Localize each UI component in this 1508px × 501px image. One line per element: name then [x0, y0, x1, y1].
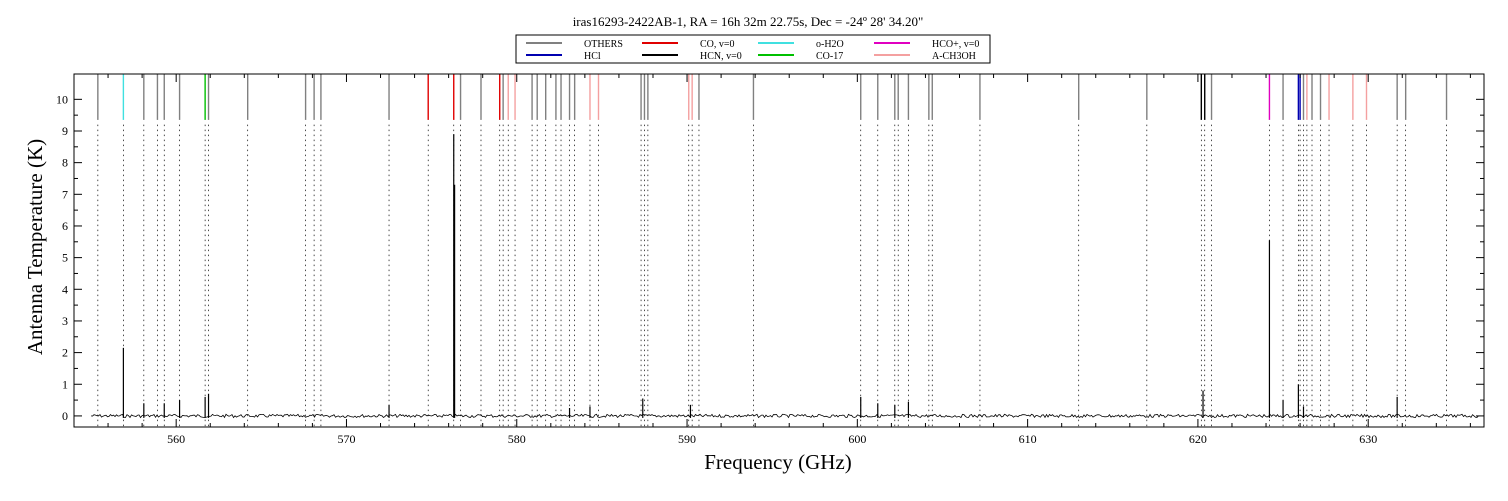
x-tick-label: 630 — [1359, 432, 1377, 446]
x-tick-label: 580 — [508, 432, 526, 446]
y-tick-label: 7 — [62, 187, 68, 201]
plot-frame — [73, 73, 1485, 428]
y-tick-label: 3 — [62, 314, 68, 328]
spectrum-baseline — [90, 413, 1479, 419]
y-tick-label: 10 — [56, 92, 68, 106]
spectrum-trace — [90, 134, 1479, 419]
y-tick-label: 4 — [62, 282, 68, 296]
legend-label: OTHERS — [584, 39, 623, 50]
y-tick-label: 1 — [62, 377, 68, 391]
legend-box — [515, 34, 991, 64]
legend-label: o-H2O — [816, 39, 844, 50]
legend-label: HCN, v=0 — [700, 51, 742, 62]
x-tick-label: 620 — [1189, 432, 1207, 446]
y-tick-label: 9 — [62, 124, 68, 138]
y-tick-label: 6 — [62, 219, 68, 233]
legend-label: HCO+, v=0 — [932, 39, 979, 50]
y-tick-label: 8 — [62, 156, 68, 170]
x-axis-label: Frequency (GHz) — [704, 450, 852, 474]
legend-label: HCl — [584, 51, 601, 62]
x-tick-label: 610 — [1019, 432, 1037, 446]
y-axis-label: Antenna Temperature (K) — [23, 139, 47, 355]
x-tick-label: 600 — [848, 432, 866, 446]
line-markers — [97, 74, 1448, 427]
y-tick-label: 0 — [62, 409, 68, 423]
legend-label: CO-17 — [816, 51, 843, 62]
chart-title: iras16293-2422AB-1, RA = 16h 32m 22.75s,… — [573, 14, 924, 29]
y-tick-label: 5 — [62, 251, 68, 265]
x-tick-label: 590 — [678, 432, 696, 446]
y-tick-label: 2 — [62, 346, 68, 360]
x-tick-label: 570 — [337, 432, 355, 446]
legend-label: CO, v=0 — [700, 39, 735, 50]
axes: 560 570 580 590 600 610 620 630 0 1 2 3 4 5 6 7 8 9 10 — [56, 74, 1484, 446]
x-tick-label: 560 — [167, 432, 185, 446]
legend-label: A-CH3OH — [932, 51, 976, 62]
